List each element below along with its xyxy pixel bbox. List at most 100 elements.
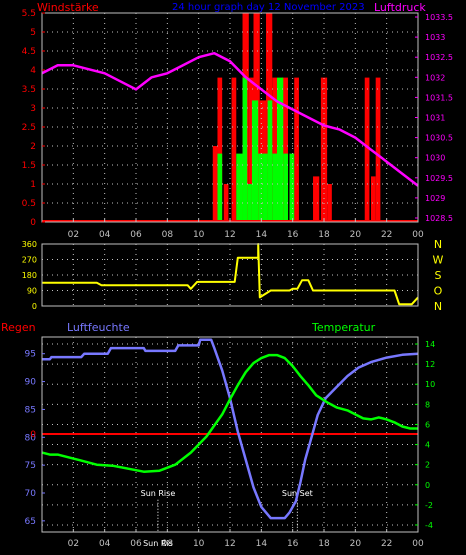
wind-gust-bar <box>212 146 218 222</box>
humidity-tick-label: 75 <box>25 461 36 471</box>
x-tick-label: 10 <box>193 539 205 549</box>
y-left-tick-label: 0 <box>30 218 36 228</box>
x-tick-label: 04 <box>99 230 111 240</box>
y-left-tick-label: 1 <box>30 180 36 190</box>
y-left-tick-label: 2 <box>30 142 36 152</box>
wind-gust-bar <box>272 77 277 222</box>
direction-tick-label: 180 <box>22 271 37 280</box>
wind-gust-bar <box>281 77 288 222</box>
x-tick-label: 06 <box>130 539 142 549</box>
temperature-tick-label: -2 <box>425 501 433 510</box>
sun-rise-bottom-label: Sun Ris <box>143 539 173 548</box>
x-tick-label: 00 <box>412 230 424 240</box>
y-right-tick-label: 1030.5 <box>425 134 453 143</box>
x-tick-label: 20 <box>350 539 362 549</box>
wind-gust-bar <box>375 77 381 222</box>
y-left-tick-label: 2.5 <box>22 123 36 133</box>
x-tick-label: 00 <box>412 539 424 549</box>
temperature-tick-label: -4 <box>425 521 433 530</box>
wind-speed-bar <box>289 153 295 222</box>
y-right-tick-label: 1028.5 <box>425 214 453 223</box>
wind-gust-bar <box>364 77 370 222</box>
wind-pressure-panel: 0 0.5 1 1.5 2 2.5 3 3.5 4 4.5 5 5.5 1028.5 1029 1029.5… <box>22 9 453 240</box>
y-left-tick-label: 5.5 <box>22 9 36 19</box>
compass-label: O <box>434 285 443 298</box>
wind-speed-bar <box>267 100 273 222</box>
wind-speed-bar <box>277 77 284 222</box>
temperature-tick-label: 14 <box>425 340 435 349</box>
humidity-tick-label: 65 <box>25 517 36 527</box>
x-tick-label: 08 <box>162 230 174 240</box>
y-right-tick-label: 1032.5 <box>425 53 453 62</box>
wind-speed-bar <box>242 77 248 222</box>
wind-gust-bar <box>231 77 237 222</box>
wind-speed-bar <box>251 100 259 222</box>
windstaerke-label: Windstärke <box>37 1 99 14</box>
x-tick-label: 14 <box>256 539 268 549</box>
temperature-tick-label: 0 <box>425 481 430 490</box>
direction-tick-label: 270 <box>22 256 37 265</box>
wind-direction-line <box>42 243 419 306</box>
plot-frame <box>41 12 419 223</box>
x-tick-label: 14 <box>256 230 268 240</box>
plot-frame <box>41 243 419 307</box>
x-tick-label: 08 <box>162 539 174 549</box>
compass-label: W <box>433 254 444 267</box>
wind-speed-bar <box>247 184 252 222</box>
wind-gust-bar <box>327 184 332 222</box>
x-tick-label: 16 <box>287 230 299 240</box>
y-right-tick-label: 1033.5 <box>425 13 453 22</box>
y-left-tick-label: 0.5 <box>22 199 36 209</box>
temperature-tick-label: 12 <box>425 360 435 369</box>
wind-speed-bar <box>283 153 288 222</box>
y-left-tick-label: 3 <box>30 104 36 114</box>
x-tick-label: 12 <box>224 230 235 240</box>
chart-title: 24 hour graph day 12 November 2023 <box>172 2 365 13</box>
y-left-tick-label: 3.5 <box>22 85 36 95</box>
temperature-tick-label: 10 <box>425 380 435 389</box>
humidity-tick-label: 80 <box>25 433 37 443</box>
y-left-tick-label: 1.5 <box>22 161 36 171</box>
y-right-tick-label: 1029 <box>425 194 445 203</box>
humidity-tick-label: 95 <box>25 350 36 360</box>
x-tick-label: 22 <box>381 230 392 240</box>
luftdruck-label: Luftdruck <box>374 1 426 14</box>
temperature-line <box>41 353 418 473</box>
direction-tick-label: 0 <box>32 302 37 311</box>
y-right-tick-label: 1031.5 <box>425 93 453 102</box>
y-right-tick-label: 1033 <box>425 33 445 42</box>
regen-label: Regen <box>1 321 36 334</box>
x-tick-label: 02 <box>68 230 79 240</box>
humidity-line <box>42 338 419 520</box>
wind-speed-bar <box>217 153 223 222</box>
x-tick-label: 06 <box>130 230 142 240</box>
x-tick-label: 18 <box>318 230 330 240</box>
wind-gust-bar <box>294 77 299 222</box>
compass-label: S <box>435 269 442 282</box>
x-tick-label: 12 <box>224 539 235 549</box>
humidity-tick-label: 90 <box>25 378 37 388</box>
x-tick-label: 02 <box>68 539 79 549</box>
wind-gust-bar <box>313 176 320 222</box>
x-tick-label: 22 <box>381 539 392 549</box>
y-right-tick-label: 1030 <box>425 154 445 163</box>
temperature-tick-label: 2 <box>425 461 430 470</box>
temperature-tick-label: 8 <box>425 400 430 409</box>
temperatur-label: Temperatur <box>311 321 376 334</box>
wind-speed-bar <box>258 153 263 222</box>
rain-tick-label: 0 <box>30 430 36 440</box>
y-left-tick-label: 4.5 <box>22 47 36 57</box>
y-right-tick-label: 1032 <box>425 73 445 82</box>
wind-gust-bar <box>248 77 254 222</box>
compass-label: N <box>434 238 442 251</box>
direction-tick-label: 90 <box>27 287 37 296</box>
sun-annotation-label: Sun Rise <box>141 489 176 498</box>
humidity-tick-label: 70 <box>25 489 37 499</box>
y-right-tick-label: 1029.5 <box>425 174 453 183</box>
x-tick-label: 10 <box>193 230 205 240</box>
wind-gust-bar <box>320 77 328 222</box>
wind-speed-bar <box>236 153 243 222</box>
y-right-tick-label: 1031 <box>425 114 445 123</box>
